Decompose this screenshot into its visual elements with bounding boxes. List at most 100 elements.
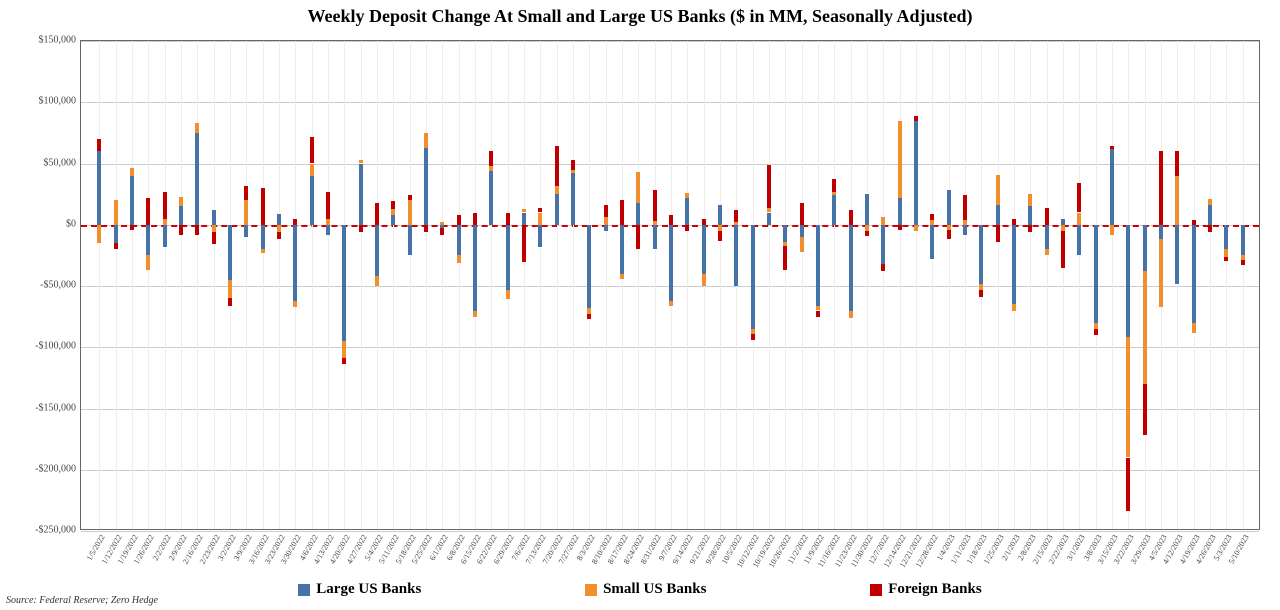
bar-segment — [179, 225, 183, 235]
bar-segment — [702, 219, 706, 225]
bar-segment — [555, 186, 559, 195]
bar-segment — [212, 225, 216, 232]
bar-segment — [865, 194, 869, 225]
bar-segment — [979, 225, 983, 284]
bar-segment — [538, 208, 542, 213]
bar-segment — [881, 264, 885, 271]
bar-segment — [881, 225, 885, 264]
bar-segment — [146, 225, 150, 256]
bar-segment — [179, 197, 183, 207]
bar-segment — [1028, 225, 1032, 232]
bar-segment — [1126, 458, 1130, 512]
source-note: Source: Federal Reserve; Zero Hedge — [6, 595, 158, 606]
bar-segment — [408, 200, 412, 225]
bar-segment — [424, 225, 428, 232]
bar-segment — [506, 225, 510, 290]
bar-segment — [1045, 249, 1049, 255]
bar-segment — [1175, 225, 1179, 284]
bar-segment — [1110, 149, 1114, 225]
bar-segment — [914, 225, 918, 231]
gridline-h — [81, 347, 1259, 348]
bar-segment — [228, 225, 232, 280]
bar-segment — [163, 192, 167, 219]
legend-item-foreign: Foreign Banks — [870, 581, 982, 598]
bar-segment — [1175, 176, 1179, 225]
bar-segment — [179, 206, 183, 224]
bar-segment — [424, 148, 428, 225]
bar-segment — [1094, 329, 1098, 335]
bar-segment — [538, 225, 542, 247]
gridline-h — [81, 102, 1259, 103]
bar-segment — [114, 243, 118, 249]
bar-segment — [146, 255, 150, 270]
bar-segment — [261, 188, 265, 225]
bar-segment — [114, 225, 118, 243]
bar-segment — [538, 213, 542, 225]
bar-segment — [440, 222, 444, 224]
bar-segment — [898, 225, 902, 230]
bar-segment — [702, 274, 706, 286]
bar-segment — [800, 225, 804, 237]
bar-segment — [1192, 225, 1196, 323]
bar-segment — [473, 225, 477, 311]
bar-segment — [212, 232, 216, 244]
bar-segment — [163, 219, 167, 225]
bar-segment — [114, 200, 118, 225]
gridline-h — [81, 409, 1259, 410]
bar-segment — [1061, 231, 1065, 268]
bar-segment — [1012, 304, 1016, 310]
bar-segment — [685, 225, 689, 231]
bar-segment — [1094, 225, 1098, 323]
bar-segment — [963, 220, 967, 225]
legend-swatch-small — [585, 584, 597, 596]
bar-segment — [473, 213, 477, 225]
bar-segment — [261, 249, 265, 253]
bar-segment — [228, 280, 232, 298]
bar-segment — [898, 198, 902, 225]
bar-segment — [1012, 219, 1016, 225]
bar-segment — [97, 225, 101, 243]
bar-segment — [1045, 225, 1049, 250]
chart-title: Weekly Deposit Change At Small and Large… — [0, 0, 1280, 27]
bar-segment — [653, 190, 657, 221]
bar-segment — [1077, 183, 1081, 212]
gridline-h — [81, 164, 1259, 165]
bar-segment — [996, 205, 1000, 225]
bar-segment — [1241, 260, 1245, 265]
y-axis-label: $0 — [6, 218, 76, 229]
bar-segment — [130, 168, 134, 175]
bar-segment — [702, 225, 706, 274]
bar-segment — [522, 213, 526, 225]
bar-segment — [326, 219, 330, 225]
bar-segment — [963, 195, 967, 220]
bar-segment — [1159, 239, 1163, 306]
bar-segment — [1143, 384, 1147, 435]
bar-segment — [408, 225, 412, 256]
bar-segment — [1012, 225, 1016, 305]
bar-segment — [424, 133, 428, 148]
bar-segment — [359, 225, 363, 232]
bar-segment — [832, 195, 836, 224]
bar-segment — [734, 210, 738, 222]
bar-segment — [767, 165, 771, 208]
bar-segment — [685, 193, 689, 198]
bar-segment — [1077, 225, 1081, 256]
bar-segment — [261, 225, 265, 250]
bar-segment — [587, 225, 591, 308]
bar-segment — [1028, 206, 1032, 224]
bar-segment — [571, 173, 575, 224]
bar-segment — [832, 179, 836, 191]
bar-segment — [310, 176, 314, 225]
bar-segment — [865, 231, 869, 236]
y-axis-label: -$150,000 — [6, 402, 76, 413]
bar-segment — [1208, 225, 1212, 232]
bar-segment — [163, 225, 167, 247]
bar-segment — [996, 225, 1000, 242]
bar-segment — [620, 200, 624, 225]
bar-segment — [310, 164, 314, 176]
bar-segment — [604, 205, 608, 217]
bar-segment — [342, 358, 346, 364]
bar-segment — [849, 210, 853, 225]
bar-segment — [898, 121, 902, 198]
bar-segment — [979, 290, 983, 297]
